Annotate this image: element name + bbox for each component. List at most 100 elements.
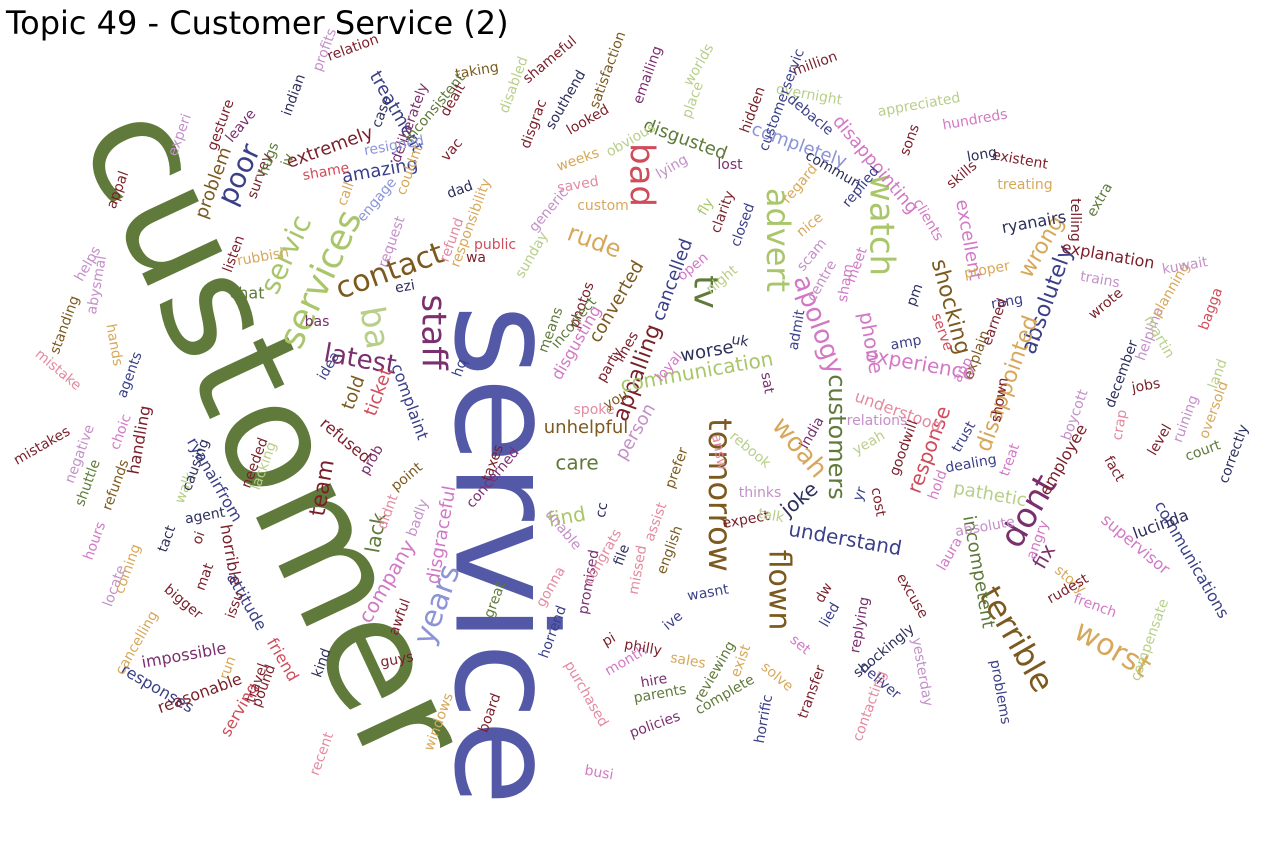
cloud-word: taking [454,59,500,82]
cloud-word: run [216,654,239,682]
cloud-word: public [474,237,516,253]
cloud-word: unhelpful [544,417,628,438]
cloud-word: hundreds [941,106,1009,133]
cloud-word: tact [155,523,180,555]
cloud-word: thinks [739,485,782,501]
cloud-word: tomorrow [701,418,739,572]
cloud-word: transfer [795,663,829,721]
cloud-word: trains [1079,269,1121,292]
cloud-word: jobs [1130,376,1162,397]
cloud-word: fly [695,196,717,219]
cloud-word: advert [759,188,797,292]
cloud-word: rang [990,291,1024,312]
page-title: Topic 49 - Customer Service (2) [6,4,509,42]
cloud-word: december [1102,338,1141,410]
cloud-word: laura [934,535,966,574]
cloud-word: treat [997,441,1024,479]
cloud-word: long [966,144,999,165]
cloud-word: ive [660,608,686,634]
cloud-word: agent [184,505,227,528]
cloud-word: ezi [394,277,416,296]
cloud-word: answ [708,433,730,471]
cloud-word: hours [81,520,110,562]
cloud-word: sons [897,122,923,158]
cloud-word: crap [1109,408,1130,441]
cloud-word: uk [730,332,750,351]
cloud-word: saved [556,174,600,197]
cloud-word: policies [627,708,682,741]
cloud-word: hq [449,357,470,379]
cloud-word: cost [868,486,889,518]
cloud-word: clients [910,196,947,244]
cloud-word: guys [379,649,415,671]
cloud-word: wa [466,250,486,266]
cloud-word: custom [577,198,629,214]
cloud-word: compensate [1128,597,1173,684]
cloud-word: file [611,542,633,568]
cloud-word: dealing [944,452,998,477]
cloud-word: kuwait [1161,254,1210,278]
cloud-word: solve [758,659,796,695]
cloud-word: wrote [1086,285,1127,323]
cloud-word: pi [599,630,618,650]
cloud-word: hands [102,323,125,368]
cloud-word: bad [622,143,662,207]
cloud-word: hugs [256,140,283,177]
cloud-word: ba [351,303,398,352]
cloud-word: lied [817,600,843,630]
cloud-word: yeah [850,427,888,458]
cloud-word: busi [583,763,614,784]
cloud-word: iv [278,152,297,169]
cloud-word: spoke [574,402,615,418]
cloud-word: philly [623,637,663,659]
cloud-word: staff [414,294,454,371]
cloud-word: indian [279,72,309,118]
cloud-word: excuse [893,571,931,621]
cloud-word: problems [986,658,1013,725]
cloud-word: call [334,180,357,208]
cloud-word: amp [889,332,923,353]
cloud-word: earned [979,296,1011,348]
cloud-word: yesterday [908,636,936,707]
cloud-word: tv [686,275,726,308]
cloud-word: explanation [1060,237,1156,272]
cloud-word: point [388,459,426,495]
cloud-word: cc [593,501,611,519]
cloud-word: nice [794,210,827,241]
cloud-word: admit [786,308,809,351]
cloud-word: fact [1100,453,1127,485]
cloud-word: looked [564,102,612,139]
cloud-word: sham [835,263,857,304]
cloud-word: service [422,304,585,805]
cloud-word: bas [305,314,330,330]
cloud-word: existent [991,147,1050,173]
cloud-word: sales [669,650,707,672]
cloud-word: understand [787,517,904,561]
cloud-word: replying [847,596,873,655]
cloud-word: sunday [512,229,551,281]
cloud-word: relations [847,413,908,429]
cloud-word: extra [1084,180,1116,220]
cloud-word: ruining [1170,393,1202,445]
cloud-word: oi [189,529,208,546]
cloud-word: proper [963,258,1011,282]
cloud-word: lost [717,157,743,173]
cloud-word: telling [1067,198,1083,242]
cloud-word: pathetic [952,478,1028,512]
cloud-word: talk [757,506,786,526]
cloud-word: weeks [555,145,602,175]
cloud-word: disabled [496,55,531,116]
cloud-word: prefer [662,445,692,490]
cloud-word: generic [526,185,572,235]
cloud-word: mat [193,561,218,593]
cloud-word: emailing [630,44,666,106]
cloud-word: impossible [140,638,228,672]
cloud-word: flown [762,550,797,631]
cloud-word: care [555,451,598,475]
cloud-word: sat [757,371,777,395]
cloud-word: set [787,632,814,658]
cloud-word: worlds [681,41,718,89]
cloud-word: watch [862,174,902,276]
cloud-word: mistakes [11,423,73,468]
